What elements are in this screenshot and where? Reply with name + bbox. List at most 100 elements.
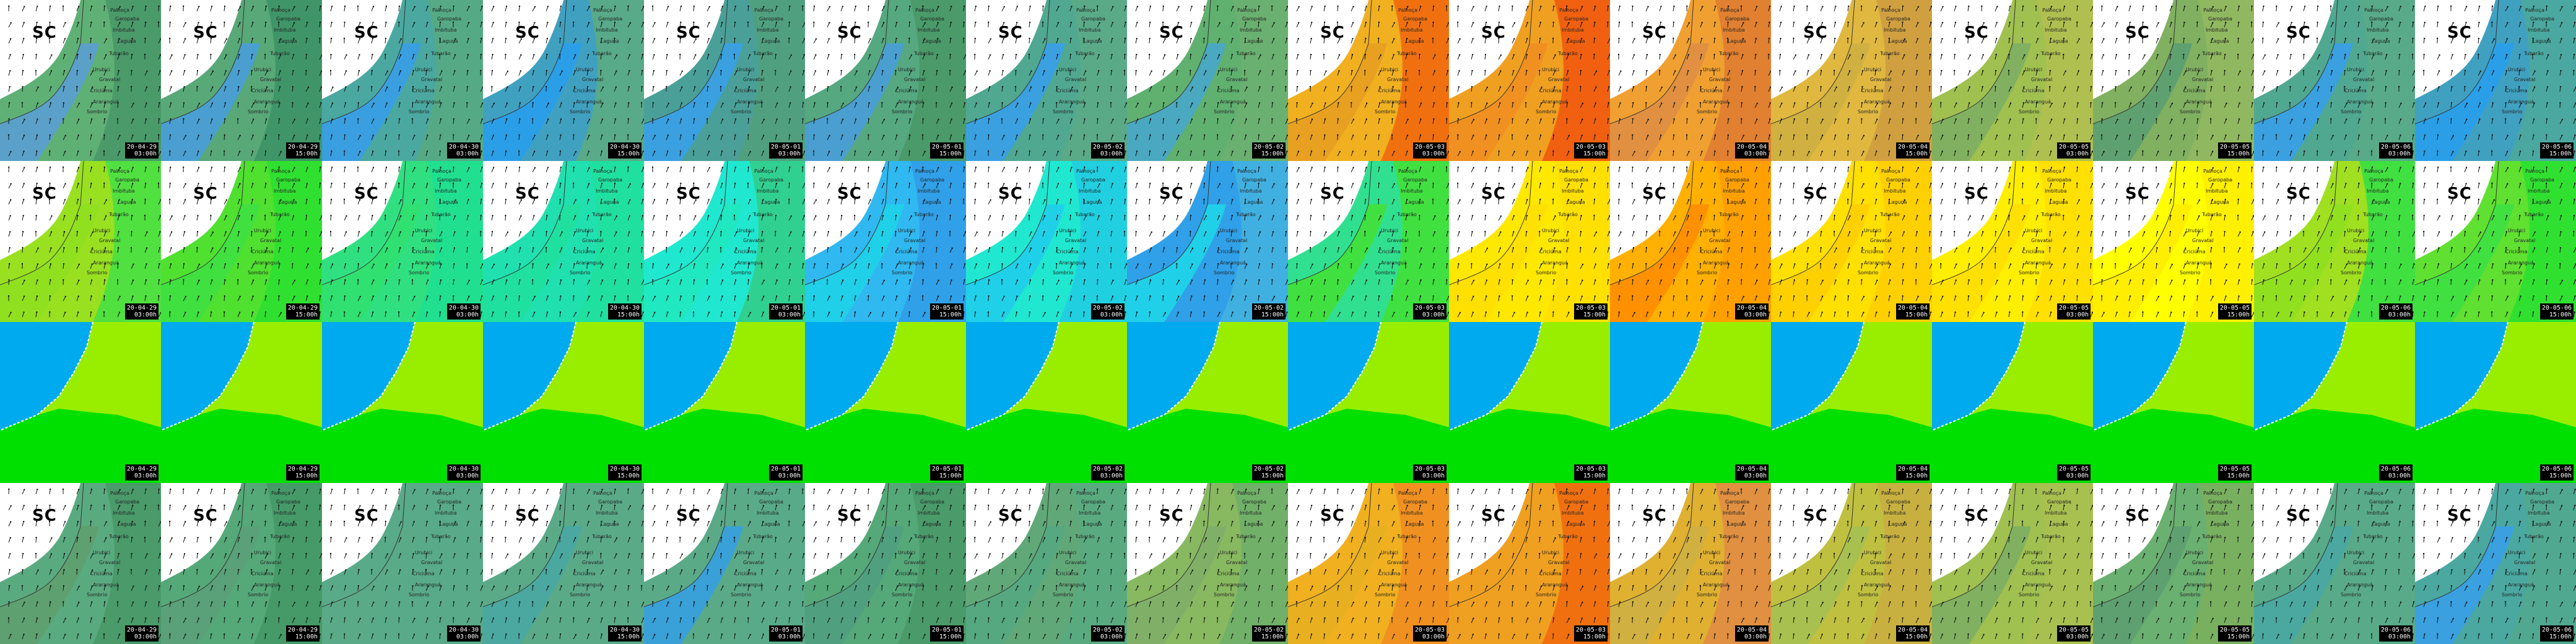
wind-arrow <box>237 6 242 12</box>
region-label: SC <box>32 24 57 42</box>
wind-arrow <box>652 85 655 92</box>
place-name: Gravatal <box>2514 77 2536 82</box>
wind-arrow <box>840 150 843 157</box>
wind-arrow <box>1110 69 1113 76</box>
wind-arrow <box>103 21 105 28</box>
wind-arrow <box>922 118 924 124</box>
timestamp-hour: 03:00h <box>1100 472 1123 479</box>
place-name: Laguna <box>1245 38 1263 44</box>
timestamp-badge: 20-05-06 15:00h <box>2539 142 2574 159</box>
wind-arrow <box>117 38 120 44</box>
map-tile-landcover: 20-05-01 15:00h <box>805 322 966 483</box>
place-names: Palhoça Garopaba Imbituba Laguna Tubarão Urub… <box>805 0 966 161</box>
wind-arrow <box>573 134 575 141</box>
wind-arrow <box>974 53 976 60</box>
timestamp-date: 20-04-29 <box>126 466 157 472</box>
timestamp-date: 20-04-29 <box>287 466 318 472</box>
place-name: Urubici <box>2508 67 2526 72</box>
place-name: Imbituba <box>1884 188 1906 194</box>
wind-arrow <box>35 134 38 141</box>
wind-arrow <box>974 70 978 76</box>
timestamp-badge: 20-04-30 03:00h <box>446 464 481 481</box>
place-name: Tubarão <box>1397 212 1417 217</box>
place-names: Palhoça Garopaba Imbituba Laguna Tubarão Urub… <box>483 161 644 322</box>
wind-arrow <box>237 85 240 92</box>
wind-arrow <box>559 53 561 60</box>
place-name: Criciúma <box>1539 88 1562 94</box>
wind-arrow <box>908 70 912 76</box>
place-name: Laguna <box>1084 199 1102 205</box>
wind-arrow <box>974 21 977 28</box>
wind-arrow <box>546 69 547 76</box>
place-names: Palhoça Garopaba Imbituba Laguna Tubarão Urub… <box>322 161 483 322</box>
place-name: Sombrio <box>1214 109 1235 115</box>
wind-arrow <box>103 86 107 92</box>
place-name: Sombrio <box>2502 109 2523 115</box>
timestamp-badge: 20-04-29 03:00h <box>124 303 159 320</box>
timestamp-date: 20-04-29 <box>287 144 318 150</box>
place-name: Sombrio <box>87 592 108 598</box>
wind-arrow <box>1029 37 1030 44</box>
place-name: Araranguá <box>1864 99 1890 105</box>
wind-arrow <box>480 118 483 124</box>
wind-arrow <box>35 102 39 108</box>
wind-arrow <box>305 86 310 92</box>
wind-arrow <box>747 118 750 124</box>
wind-arrow <box>196 118 200 124</box>
wind-arrow <box>412 54 415 60</box>
wind-arrow <box>518 150 520 157</box>
place-name: Criciúma <box>1056 88 1079 94</box>
place-name: Gravatal <box>1709 77 1731 82</box>
wind-arrow <box>330 150 333 157</box>
wind-arrow <box>1015 69 1017 76</box>
place-name: Palhoça <box>2525 168 2544 174</box>
wind-arrow <box>1110 6 1114 12</box>
map-field <box>966 322 1127 483</box>
place-name: Laguna <box>279 199 297 205</box>
wind-arrow <box>788 102 791 108</box>
wind-arrow <box>614 37 616 44</box>
wind-arrow <box>439 150 442 157</box>
wind-arrow <box>908 150 910 157</box>
wind-arrow <box>169 21 171 28</box>
wind-arrow <box>425 134 429 141</box>
wind-arrow <box>600 53 603 60</box>
wind-arrow <box>600 102 604 108</box>
place-name: Gravatal <box>743 238 765 243</box>
map-tile-wind-speed: SC Palhoça Garopaba Imbituba Laguna Tubarão Ur… <box>1449 0 1610 161</box>
wind-arrow <box>827 150 830 157</box>
map-tile-wind-speed: SC Palhoça Garopaba Imbituba Laguna Tubarão Ur… <box>1610 0 1771 161</box>
timestamp-badge: 20-05-03 03:00h <box>1412 303 1447 320</box>
wind-arrow <box>357 70 360 76</box>
timestamp-date: 20-05-02 <box>1092 466 1123 472</box>
wind-arrow <box>627 38 631 44</box>
wind-arrow <box>22 85 24 92</box>
timestamp-date: 20-05-03 <box>1575 466 1606 472</box>
wind-arrow <box>385 102 388 108</box>
place-name: Imbituba <box>435 510 457 516</box>
wind-arrow <box>264 21 267 28</box>
place-name: Imbituba <box>1562 188 1584 194</box>
wind-arrow <box>277 21 280 28</box>
place-name: Laguna <box>762 38 780 44</box>
wind-arrow <box>385 53 386 60</box>
map-tile-landcover: 20-04-30 03:00h <box>322 322 483 483</box>
wind-arrow <box>747 70 751 76</box>
wind-arrow <box>22 53 24 60</box>
wind-arrow <box>854 150 856 157</box>
wind-arrow <box>411 118 414 124</box>
wind-arrow <box>305 22 308 28</box>
place-name: Tubarão <box>753 51 773 56</box>
place-name: Palhoça <box>754 7 773 13</box>
place-names: Palhoça Garopaba Imbituba Laguna Tubarão Urub… <box>805 161 966 322</box>
wind-arrow <box>974 86 978 92</box>
place-names: Palhoça Garopaba Imbituba Laguna Tubarão Urub… <box>966 161 1127 322</box>
place-name: Urubici <box>2025 228 2043 233</box>
wind-arrow <box>734 37 736 44</box>
wind-arrow <box>666 38 669 44</box>
wind-arrow <box>707 22 710 28</box>
wind-arrow <box>35 69 37 76</box>
wind-arrow <box>936 85 938 92</box>
wind-arrow <box>908 118 911 124</box>
